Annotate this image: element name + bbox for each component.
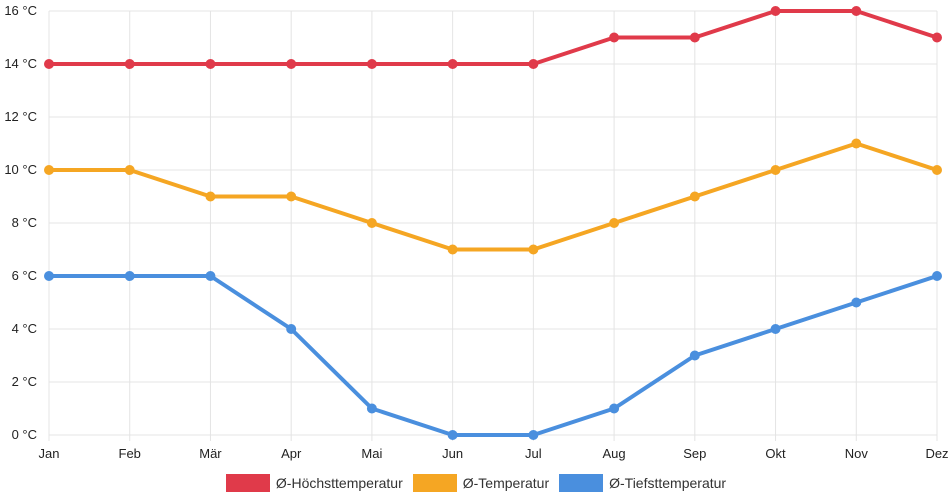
data-point — [447, 244, 458, 255]
legend-label: Ø-Temperatur — [462, 475, 550, 491]
data-point — [609, 403, 620, 414]
data-point — [851, 138, 862, 149]
data-point — [366, 403, 377, 414]
y-tick-label: 0 °C — [12, 427, 37, 442]
x-tick-label: Apr — [281, 446, 302, 461]
data-point — [44, 59, 54, 69]
series-line — [47, 274, 939, 437]
data-point — [770, 165, 781, 175]
x-tick-label: Jan — [39, 446, 60, 461]
y-tick-label: 10 °C — [4, 162, 37, 177]
x-tick-label: Feb — [119, 446, 141, 461]
chart-legend: Ø-Höchsttemperatur Ø-Temperatur Ø-Tiefstte… — [0, 471, 952, 495]
data-point — [205, 59, 216, 69]
legend-label: Ø-Tiefsttemperatur — [609, 475, 727, 491]
y-tick-label: 2 °C — [12, 374, 37, 389]
series-line — [47, 141, 939, 252]
x-tick-label: Mär — [199, 446, 222, 461]
legend-item[interactable]: Ø-Tiefsttemperatur — [559, 474, 726, 492]
legend-swatch — [559, 474, 604, 492]
y-tick-label: 12 °C — [4, 109, 37, 124]
data-point — [447, 430, 458, 440]
data-point — [528, 430, 539, 440]
y-tick-label: 4 °C — [12, 321, 37, 336]
legend-item[interactable]: Ø-Höchsttemperatur — [225, 474, 403, 492]
data-point — [932, 165, 942, 175]
data-point — [689, 350, 700, 361]
series-1 — [44, 6, 942, 69]
x-tick-label: Mai — [361, 446, 382, 461]
x-tick-label: Jul — [525, 446, 542, 461]
data-point — [689, 32, 700, 43]
data-point — [124, 165, 135, 175]
data-point — [124, 59, 135, 69]
y-tick-label: 14 °C — [4, 56, 37, 71]
data-point — [44, 165, 54, 175]
y-tick-label: 16 °C — [4, 3, 37, 18]
y-tick-label: 6 °C — [12, 268, 37, 283]
x-tick-label: Sep — [683, 446, 706, 461]
data-point — [286, 324, 297, 334]
data-point — [851, 297, 862, 308]
x-tick-label: Dez — [925, 446, 948, 461]
data-point — [286, 59, 297, 69]
data-point — [932, 271, 942, 281]
data-point — [366, 218, 377, 228]
x-axis-tick-labels: Jan Feb Mär Apr Mai Jun Jul Aug Sep Okt Nov Dez — [39, 446, 949, 461]
legend-swatch — [225, 474, 270, 492]
y-axis-tick-labels: 0 °C 2 °C 4 °C 6 °C 8 °C 10 °C 12 °C 14 °C 16 °C — [4, 3, 37, 442]
legend-swatch — [412, 474, 457, 492]
x-tick-label: Nov — [845, 446, 869, 461]
series-line — [47, 9, 939, 66]
data-point — [44, 271, 54, 281]
data-point — [770, 6, 781, 16]
data-point — [286, 191, 297, 202]
grid-lines — [48, 10, 938, 441]
data-point — [770, 324, 781, 334]
data-point — [528, 244, 539, 255]
data-point — [689, 191, 700, 202]
data-point — [851, 6, 862, 16]
data-point — [366, 59, 377, 69]
chart-plot-area: 0 °C 2 °C 4 °C 6 °C 8 °C 10 °C 12 °C 14 °C 16 °C… — [4, 3, 949, 461]
data-point — [205, 191, 216, 202]
data-point — [447, 59, 458, 69]
series-2 — [44, 138, 942, 255]
legend-label: Ø-Höchsttemperatur — [275, 475, 403, 491]
series-3 — [44, 271, 942, 440]
data-point — [205, 271, 216, 281]
data-point — [932, 32, 942, 43]
data-point — [124, 271, 135, 281]
data-point — [528, 59, 539, 69]
data-point — [609, 32, 620, 43]
y-tick-label: 8 °C — [12, 215, 37, 230]
x-tick-label: Okt — [765, 446, 786, 461]
data-point — [609, 218, 620, 228]
legend-item[interactable]: Ø-Temperatur — [412, 474, 550, 492]
x-tick-label: Aug — [603, 446, 626, 461]
x-tick-label: Jun — [442, 446, 463, 461]
